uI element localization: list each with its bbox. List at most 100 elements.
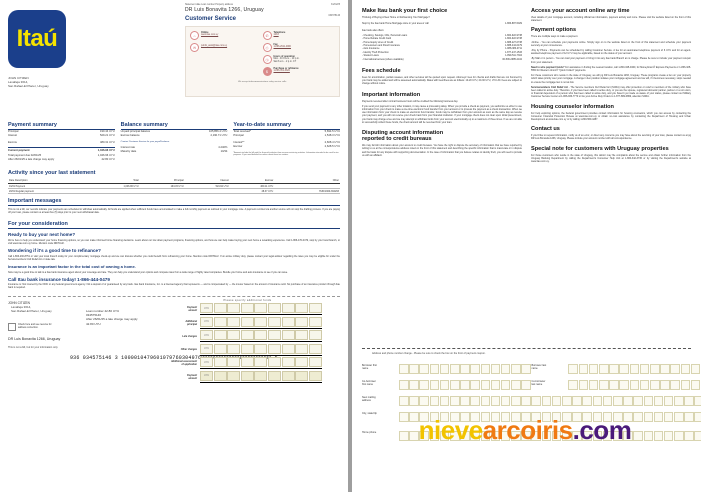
entry-cell[interactable]	[254, 343, 268, 354]
entry-cell[interactable]	[633, 412, 643, 422]
entry-cell[interactable]	[633, 396, 643, 406]
entry-cell[interactable]	[240, 370, 254, 381]
entry-cell[interactable]	[521, 380, 531, 390]
entry-cell[interactable]	[281, 330, 295, 341]
entry-cell[interactable]	[227, 357, 241, 368]
entry-cell[interactable]	[521, 412, 531, 422]
entry-cell[interactable]	[490, 431, 501, 441]
entry-cell[interactable]	[409, 412, 419, 422]
entry-cell[interactable]	[531, 412, 542, 422]
entry-cell[interactable]	[588, 380, 599, 390]
entry-cell[interactable]	[653, 412, 664, 422]
entry-cell[interactable]	[419, 396, 429, 406]
coupon-field-late-charges[interactable]: Late charges UYU	[155, 330, 340, 343]
entry-cell[interactable]	[295, 343, 309, 354]
entry-cell[interactable]	[419, 412, 429, 422]
entry-cell[interactable]	[460, 364, 470, 374]
entry-cell[interactable]	[470, 380, 480, 390]
entry-cell[interactable]	[227, 330, 241, 341]
field-boxes[interactable]: UYU	[200, 370, 323, 383]
entry-cell[interactable]	[690, 364, 701, 374]
entry-cell[interactable]	[612, 412, 623, 422]
coupon-field-payment-total[interactable]: Payment amount UYU	[155, 370, 340, 383]
entry-cell[interactable]	[629, 380, 640, 390]
entry-cell[interactable]	[674, 431, 684, 441]
field-boxes[interactable]: UYU	[200, 316, 323, 329]
field-borrower-first-name[interactable]: Borrower first name	[362, 364, 531, 374]
entry-cell[interactable]	[470, 431, 480, 441]
entry-cell[interactable]	[399, 396, 409, 406]
entry-cell[interactable]	[399, 380, 409, 390]
field-home-phone[interactable]: Home phone	[362, 431, 701, 441]
address-correction-row[interactable]: Check here and see reverse for address c…	[8, 322, 340, 331]
offer-phone[interactable]: 1-888-227-0738	[504, 40, 522, 44]
entry-cell[interactable]	[449, 412, 460, 422]
entry-cell[interactable]	[419, 431, 429, 441]
entry-cell[interactable]	[568, 380, 579, 390]
entry-cell[interactable]	[562, 431, 572, 441]
contact-value[interactable]: 1-866-2911-4900	[273, 46, 291, 48]
field-boxes[interactable]: UYU	[200, 357, 323, 370]
entry-cell[interactable]	[690, 380, 701, 390]
entry-cell[interactable]	[460, 412, 470, 422]
entry-cell[interactable]	[649, 380, 660, 390]
entry-cell[interactable]	[643, 431, 654, 441]
entry-cell[interactable]	[639, 380, 650, 390]
entry-cell[interactable]	[460, 396, 470, 406]
entry-cell[interactable]	[439, 380, 450, 390]
entry-cell[interactable]	[619, 380, 629, 390]
entry-cell[interactable]	[500, 364, 511, 374]
entry-cell[interactable]	[227, 343, 241, 354]
field-borrower-last-name[interactable]: Borrower last name	[531, 364, 701, 374]
entry-cell[interactable]	[582, 412, 592, 422]
field-boxes[interactable]	[399, 431, 701, 441]
entry-cell[interactable]	[470, 364, 480, 374]
entry-cell[interactable]	[578, 380, 589, 390]
entry-cell[interactable]	[541, 396, 552, 406]
entry-cell[interactable]	[592, 412, 603, 422]
entry-cell[interactable]	[419, 364, 429, 374]
entry-cell[interactable]	[308, 330, 322, 341]
entry-cell[interactable]	[572, 396, 582, 406]
entry-cell[interactable]	[674, 396, 684, 406]
entry-cell[interactable]	[439, 412, 450, 422]
entry-cell[interactable]	[308, 316, 322, 327]
entry-cell[interactable]	[680, 380, 691, 390]
entry-cell[interactable]	[439, 364, 450, 374]
coupon-field-other-charges[interactable]: Other charges UYU	[155, 343, 340, 356]
offer-phone[interactable]: 00-506-2985-2102	[502, 57, 522, 61]
entry-cell[interactable]	[281, 316, 295, 327]
entry-cell[interactable]	[694, 431, 701, 441]
entry-cell[interactable]	[480, 412, 491, 422]
entry-cell[interactable]	[308, 370, 322, 381]
entry-cell[interactable]	[409, 364, 419, 374]
entry-cell[interactable]	[281, 357, 295, 368]
entry-cell[interactable]	[592, 396, 603, 406]
entry-cell[interactable]	[623, 396, 633, 406]
entry-cell[interactable]	[295, 357, 309, 368]
entry-cell[interactable]	[480, 364, 491, 374]
entry-cell[interactable]	[670, 364, 680, 374]
call-phone[interactable]: 1-866-887-5029	[504, 22, 522, 26]
entry-cell[interactable]	[227, 316, 241, 327]
entry-cell[interactable]	[612, 396, 623, 406]
entry-cell[interactable]	[500, 431, 511, 441]
field-boxes[interactable]	[399, 412, 701, 422]
entry-cell[interactable]	[254, 370, 268, 381]
entry-cell[interactable]	[500, 412, 511, 422]
entry-cell[interactable]	[680, 364, 691, 374]
entry-cell[interactable]	[609, 364, 619, 374]
entry-cell[interactable]	[694, 396, 701, 406]
entry-cell[interactable]	[295, 330, 309, 341]
entry-cell[interactable]	[460, 380, 470, 390]
entry-cell[interactable]	[295, 370, 309, 381]
entry-cell[interactable]	[227, 370, 241, 381]
entry-cell[interactable]	[511, 396, 521, 406]
offer-phone[interactable]: 1-877-247-1533	[504, 50, 522, 54]
entry-cell[interactable]	[490, 364, 501, 374]
entry-cell[interactable]	[663, 396, 674, 406]
offer-phone[interactable]: 1-800-922-9738	[504, 37, 522, 41]
entry-cell[interactable]	[639, 364, 650, 374]
entry-cell[interactable]	[582, 431, 592, 441]
entry-cell[interactable]	[267, 357, 281, 368]
